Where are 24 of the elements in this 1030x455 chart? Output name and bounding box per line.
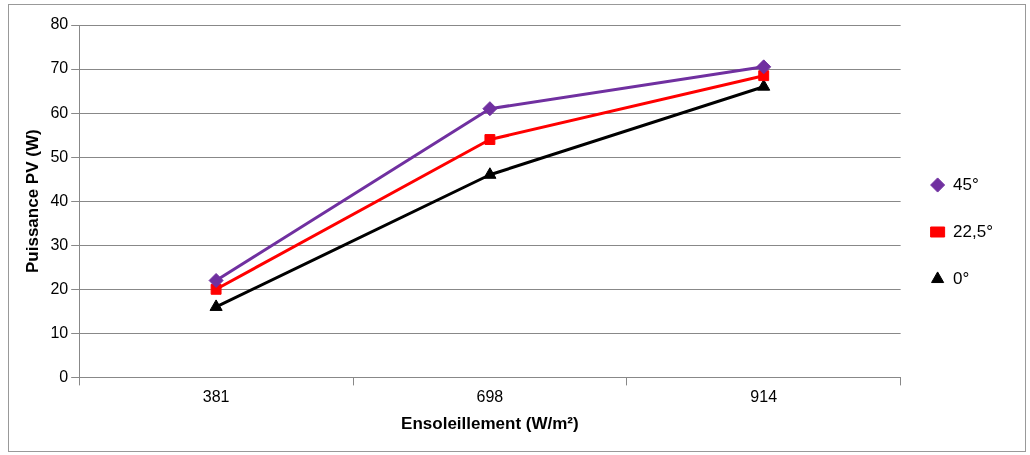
x-axis-title: Ensoleillement (W/m²) [401, 414, 579, 434]
x-tick-label: 914 [750, 388, 778, 406]
legend-label: 22,5° [953, 221, 994, 241]
point [757, 79, 771, 91]
x-tick-label: 698 [476, 388, 504, 406]
y-tick-label: 10 [50, 323, 69, 341]
y-tick-label: 40 [50, 191, 69, 209]
y-tick-label: 50 [50, 147, 69, 165]
y-tick-label: 80 [50, 15, 69, 33]
y-tick-label: 30 [50, 235, 69, 253]
y-tick-label: 20 [50, 279, 69, 297]
y-tick-label: 0 [59, 367, 69, 385]
point [208, 272, 224, 288]
point [483, 167, 497, 179]
point [209, 299, 223, 311]
y-axis-title: Puissance PV (W) [22, 129, 42, 273]
x-tick-label: 381 [202, 388, 230, 406]
y-tick-label: 70 [50, 59, 69, 77]
point [484, 134, 496, 145]
point [482, 101, 498, 117]
legend-label: 45° [953, 174, 979, 194]
legend-label: 0° [953, 268, 970, 288]
y-tick-label: 60 [50, 103, 69, 121]
point [756, 59, 772, 75]
